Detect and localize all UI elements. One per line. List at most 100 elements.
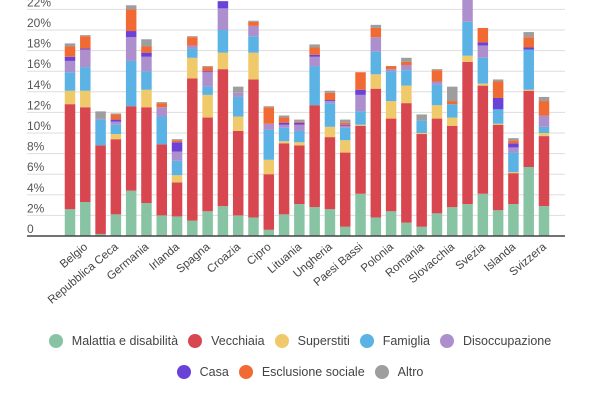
- legend-swatch-icon: [374, 365, 389, 379]
- bar-segment-vecchiaia: [95, 145, 106, 234]
- bar-stack: [508, 138, 519, 236]
- bar-segment-malattia-e-disabilit-: [324, 209, 336, 236]
- y-tick-label: 18%: [27, 37, 51, 51]
- legend-swatch-icon: [238, 365, 253, 379]
- bar-segment-malattia-e-disabilit-: [278, 214, 290, 236]
- bar-segment-esclusione-sociale: [309, 47, 320, 55]
- bar-segment-vecchiaia: [187, 78, 198, 221]
- bar-segment-disoccupazione: [80, 49, 91, 68]
- bar-segment-disoccupazione: [64, 60, 76, 73]
- bar-stack: [370, 24, 382, 236]
- bar-segment-disoccupazione: [324, 101, 336, 104]
- legend-item[interactable]: Malattia e disabilità: [48, 334, 178, 348]
- bar-segment-disoccupazione: [309, 56, 320, 67]
- legend-label: Vecchiaia: [211, 334, 265, 348]
- legend-swatch-icon: [439, 334, 454, 348]
- legend-swatch-icon: [188, 334, 203, 348]
- bar-segment-superstiti: [385, 101, 397, 119]
- legend-item[interactable]: Disoccupazione: [439, 334, 552, 348]
- bar-stack: [523, 32, 534, 236]
- bar-segment-famiglia: [202, 86, 213, 95]
- bar-segment-disoccupazione: [339, 125, 351, 128]
- bar-segment-famiglia: [64, 72, 76, 91]
- bar-segment-malattia-e-disabilit-: [492, 210, 504, 236]
- bar-segment-famiglia: [339, 127, 351, 141]
- bar-segment-vecchiaia: [171, 182, 183, 217]
- bar-segment-disoccupazione: [462, 0, 473, 22]
- bar-segment-malattia-e-disabilit-: [401, 222, 412, 236]
- bar-segment-vecchiaia: [141, 107, 152, 204]
- bar-segment-altro: [278, 115, 290, 118]
- bar-segment-esclusione-sociale: [248, 21, 259, 26]
- legend-swatch-icon: [359, 334, 374, 348]
- bar-segment-vecchiaia: [447, 125, 458, 208]
- y-tick-label: 4%: [27, 181, 45, 195]
- bar-stack: [294, 119, 305, 236]
- bar-segment-superstiti: [492, 123, 504, 125]
- bar-segment-casa: [278, 122, 290, 125]
- bar-segment-superstiti: [263, 159, 275, 175]
- legend-item[interactable]: Vecchiaia: [188, 334, 265, 348]
- bar-segment-disoccupazione: [431, 81, 443, 85]
- legend-label: Altro: [397, 365, 424, 379]
- bar-segment-altro: [492, 79, 504, 82]
- bar-segment-disoccupazione: [232, 92, 244, 97]
- y-tick-label: 20%: [27, 16, 51, 30]
- bar-segment-superstiti: [523, 89, 534, 91]
- y-tick-label: 16%: [27, 57, 51, 71]
- bar-segment-altro: [64, 43, 76, 47]
- bar-segment-malattia-e-disabilit-: [141, 203, 152, 236]
- legend-swatch-icon: [176, 365, 191, 379]
- bar-segment-esclusione-sociale: [294, 121, 305, 123]
- bar-segment-altro: [309, 44, 320, 48]
- bar-stack: [416, 114, 427, 236]
- bar-stack: [278, 115, 290, 236]
- legend-item[interactable]: Altro: [374, 365, 424, 379]
- bar-segment-altro: [232, 86, 244, 93]
- bar-segment-disoccupazione: [95, 118, 106, 120]
- bar-segment-famiglia: [187, 48, 198, 58]
- bar-segment-altro: [95, 111, 106, 119]
- bar-segment-altro: [538, 96, 550, 102]
- bar-segment-malattia-e-disabilit-: [156, 215, 167, 236]
- legend-item[interactable]: Superstiti: [274, 334, 350, 348]
- bar-segment-vecchiaia: [508, 173, 519, 205]
- bar-segment-malattia-e-disabilit-: [64, 209, 76, 236]
- bar-stack: [538, 96, 550, 236]
- bar-segment-famiglia: [309, 66, 320, 106]
- bar-segment-vecchiaia: [477, 85, 489, 194]
- y-tick-label: 8%: [27, 140, 45, 154]
- bar-stack: [477, 27, 489, 236]
- legend-item[interactable]: Esclusione sociale: [238, 365, 365, 379]
- bar-segment-casa: [309, 54, 320, 57]
- bar-segment-malattia-e-disabilit-: [538, 206, 550, 236]
- bar-segment-disoccupazione: [217, 8, 229, 31]
- bar-segment-superstiti: [401, 85, 412, 104]
- bar-segment-famiglia: [80, 67, 91, 91]
- bar-segment-disoccupazione: [538, 115, 550, 127]
- legend-label: Disoccupazione: [462, 334, 552, 348]
- bar-stack: [64, 43, 76, 236]
- legend-item[interactable]: Famiglia: [359, 334, 430, 348]
- bars: [64, 0, 550, 236]
- bar-stack: [232, 86, 244, 236]
- bar-segment-famiglia: [370, 51, 382, 75]
- y-tick-label: 2%: [27, 201, 45, 215]
- bar-segment-altro: [431, 69, 443, 71]
- bar-segment-casa: [492, 97, 504, 110]
- bar-segment-casa: [339, 124, 351, 126]
- y-tick-label: 10%: [27, 119, 51, 133]
- bar-stack: [80, 35, 91, 236]
- bar-segment-esclusione-sociale: [156, 103, 167, 108]
- bar-segment-esclusione-sociale: [171, 140, 183, 143]
- bar-segment-esclusione-sociale: [508, 140, 519, 144]
- bar-segment-malattia-e-disabilit-: [523, 166, 534, 236]
- legend-item[interactable]: Casa: [176, 365, 229, 379]
- bar-segment-superstiti: [416, 133, 427, 135]
- bar-segment-superstiti: [278, 141, 290, 144]
- bar-segment-disoccupazione: [385, 69, 397, 72]
- bar-segment-superstiti: [370, 74, 382, 89]
- bar-segment-esclusione-sociale: [447, 101, 458, 105]
- bar-segment-altro: [141, 39, 152, 47]
